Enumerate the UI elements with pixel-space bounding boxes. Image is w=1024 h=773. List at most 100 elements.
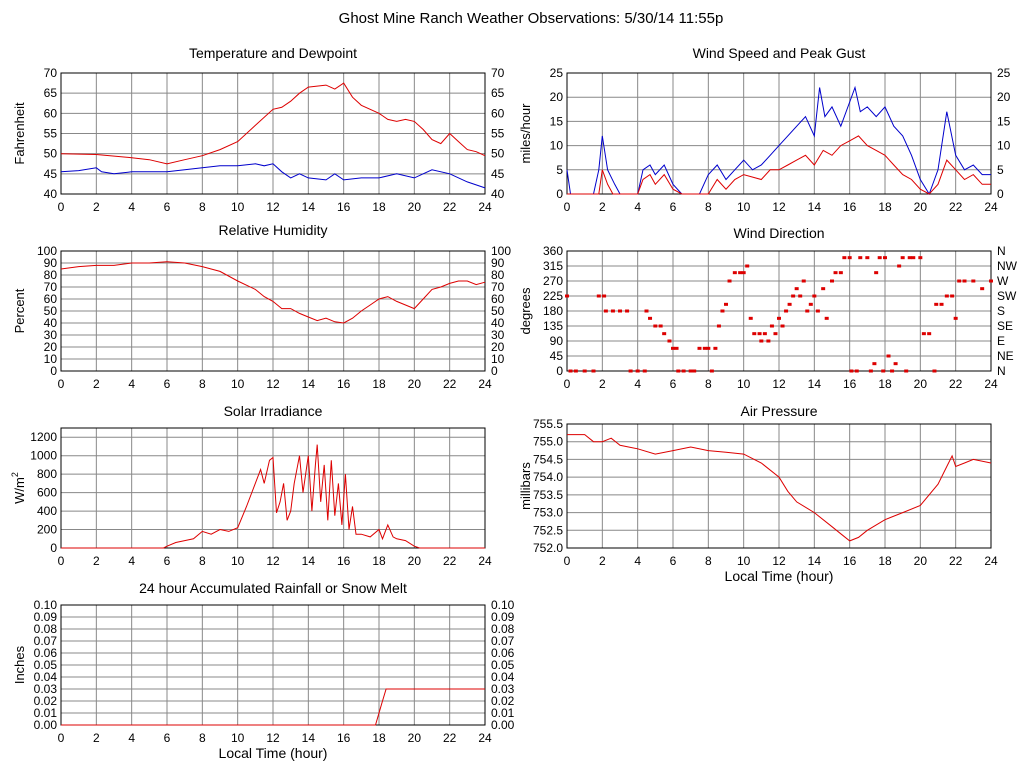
wind-direction-point (716, 324, 721, 328)
y-axis-label: Percent (12, 288, 27, 333)
wind-direction-point (759, 339, 764, 343)
y-tick-label: 752.5 (533, 523, 563, 537)
y-tick-label: 45 (550, 349, 564, 363)
x-tick-label: 0 (58, 554, 65, 568)
x-tick-label: 6 (670, 554, 677, 568)
right-tick-label: 80 (491, 268, 505, 282)
y-tick-label: 754.5 (533, 452, 563, 466)
plot-frame (60, 250, 486, 372)
x-tick-label: 4 (634, 554, 641, 568)
y-axis-label-text: degrees (518, 287, 533, 334)
y-tick-label: 50 (44, 147, 58, 161)
right-tick-label: 70 (491, 280, 505, 294)
page-title: Ghost Mine Ranch Weather Observations: 5… (339, 10, 724, 27)
y-tick-label: 0.03 (34, 682, 58, 696)
y-tick-label: 1200 (30, 430, 57, 444)
wind-direction-point (886, 354, 891, 358)
y-axis-label: millibars (518, 462, 533, 510)
wind-direction-point (907, 256, 912, 260)
right-tick-label: E (997, 334, 1005, 348)
wind-direction-point (591, 369, 596, 373)
wind-direction-point (676, 369, 681, 373)
y-axis-label: W/m2 (10, 472, 27, 504)
wind-direction-point (865, 256, 870, 260)
x-tick-label: 4 (128, 377, 135, 391)
x-tick-label: 4 (128, 731, 135, 745)
wind-direction-point (653, 324, 658, 328)
y-tick-label: 50 (44, 304, 58, 318)
right-tick-label: W (997, 274, 1009, 288)
wind-direction-point (918, 256, 923, 260)
x-tick-label: 6 (164, 200, 171, 214)
wind-direction-point (791, 294, 796, 298)
wind-direction-point (821, 287, 826, 291)
x-axis-label: Local Time (hour) (219, 745, 328, 761)
y-axis-label: Fahrenheit (12, 102, 27, 165)
x-tick-label: 22 (949, 200, 963, 214)
x-tick-label: 8 (705, 377, 712, 391)
wind-direction-point (625, 309, 630, 313)
wind-direction-point (610, 309, 615, 313)
y-tick-label: 755.0 (533, 435, 563, 449)
wind-direction-point (709, 369, 714, 373)
wind-direction-point (808, 302, 813, 306)
wind-direction-point (849, 369, 854, 373)
wind-direction-point (798, 294, 803, 298)
wind-direction-point (618, 309, 622, 313)
y-tick-label: 10 (44, 352, 58, 366)
wind-direction-point (881, 369, 886, 373)
wind-direction-point (927, 332, 932, 336)
y-tick-label: 0 (556, 364, 563, 378)
x-tick-label: 4 (634, 200, 641, 214)
right-tick-label: 90 (491, 256, 505, 270)
right-tick-label: N (997, 364, 1006, 378)
y-tick-label: 1000 (30, 449, 57, 463)
x-tick-label: 18 (878, 200, 892, 214)
x-tick-label: 14 (302, 377, 316, 391)
y-axis-label: Inches (12, 645, 27, 684)
y-axis-label-text: Percent (12, 288, 27, 333)
right-tick-label: 0.03 (491, 682, 515, 696)
wind-direction-point (762, 332, 767, 336)
series-line-temperature-1 (60, 163, 486, 189)
right-tick-label: 0.09 (491, 610, 515, 624)
right-tick-label: 0.10 (491, 598, 515, 612)
x-tick-label: 16 (337, 731, 351, 745)
y-tick-label: 0.02 (34, 694, 58, 708)
y-tick-label: 753.0 (533, 506, 563, 520)
wind-direction-point (642, 369, 647, 373)
x-tick-label: 24 (984, 377, 998, 391)
wind-direction-point (766, 339, 771, 343)
x-tick-label: 22 (443, 554, 457, 568)
series-line-pressure-0 (567, 434, 992, 542)
right-tick-label: 20 (997, 90, 1011, 104)
right-tick-label: 55 (491, 127, 505, 141)
wind-direction-point (784, 309, 789, 313)
x-tick-label: 20 (408, 731, 422, 745)
wind-direction-point (748, 316, 753, 320)
y-tick-label: 360 (543, 244, 563, 258)
x-tick-label: 16 (337, 377, 351, 391)
right-tick-label: 50 (491, 147, 505, 161)
x-tick-label: 12 (266, 377, 280, 391)
right-tick-label: 0 (997, 187, 1004, 201)
x-tick-label: 6 (164, 554, 171, 568)
wind-direction-point (934, 302, 939, 306)
x-tick-label: 24 (478, 554, 492, 568)
right-tick-label: 0.02 (491, 694, 515, 708)
wind-direction-point (644, 309, 649, 313)
chart-title: Wind Direction (733, 225, 824, 241)
x-tick-label: 16 (843, 554, 857, 568)
wind-direction-point (648, 316, 653, 320)
y-tick-label: 0 (50, 364, 57, 378)
x-tick-label: 4 (634, 377, 641, 391)
x-tick-label: 10 (231, 731, 245, 745)
y-tick-label: 30 (44, 328, 58, 342)
right-tick-label: 25 (997, 66, 1011, 80)
wind-direction-point (596, 294, 601, 298)
wind-direction-point (989, 279, 993, 283)
y-tick-label: 400 (37, 504, 57, 518)
